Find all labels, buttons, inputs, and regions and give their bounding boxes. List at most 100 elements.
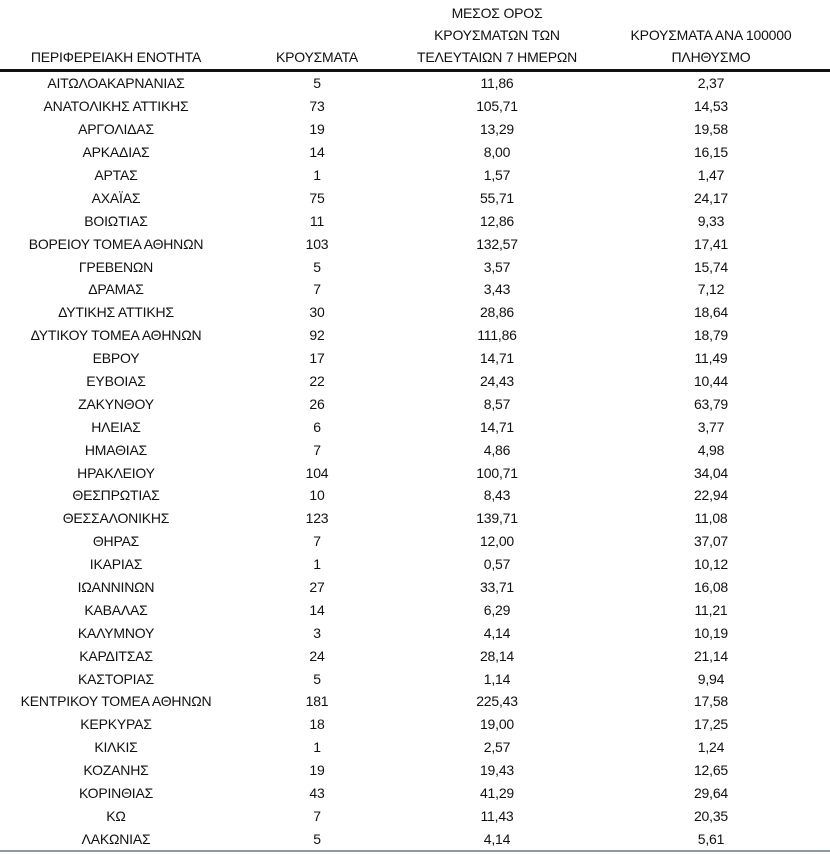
region-cell: ΙΩΑΝΝΙΝΩΝ bbox=[77, 579, 155, 596]
per100k-cell: 9,94 bbox=[697, 670, 725, 687]
region-cell: ΑΡΤΑΣ bbox=[94, 167, 138, 183]
per100k-cell: 21,14 bbox=[693, 647, 729, 664]
avg7-cell: 2,57 bbox=[483, 739, 511, 756]
region-cell: ΕΒΡΟΥ bbox=[92, 350, 140, 367]
avg7-cell: 132,57 bbox=[476, 235, 518, 252]
avg7-cell: 12,00 bbox=[479, 533, 515, 550]
per100k-cell: 17,41 bbox=[693, 235, 729, 252]
avg7-cell: 139,71 bbox=[476, 510, 518, 527]
region-cell: ΛΑΚΩΝΙΑΣ bbox=[0, 827, 232, 853]
avg7-cell: 28,14 bbox=[479, 647, 515, 664]
per100k-cell: 22,94 bbox=[693, 487, 729, 504]
column-header-avg7-line1: ΜΕΣΟΣ ΟΡΟΣ bbox=[451, 5, 543, 21]
cases-cell: 5 bbox=[232, 827, 402, 853]
cases-cell: 19 bbox=[309, 762, 325, 779]
column-header-region-label: ΠΕΡΙΦΕΡΕΙΑΚΗ ΕΝΟΤΗΤΑ bbox=[30, 49, 202, 65]
per100k-cell: 37,07 bbox=[693, 533, 729, 550]
per100k-cell: 1,24 bbox=[697, 739, 725, 756]
column-header-cases: ΚΡΟΥΣΜΑΤΑ bbox=[232, 0, 402, 72]
cases-cell: 43 bbox=[309, 785, 325, 802]
region-cell: ΑΙΤΩΛΟΑΚΑΡΝΑΝΙΑΣ bbox=[47, 75, 185, 92]
table-row: ΚΙΛΚΙΣ 1 2,57 1,24 bbox=[0, 736, 830, 759]
avg7-cell: 12,86 bbox=[479, 212, 515, 229]
cases-cell: 5 bbox=[313, 670, 321, 687]
table-row: ΕΥΒΟΙΑΣ 22 24,43 10,44 bbox=[0, 370, 830, 393]
table-row: ΛΑΚΩΝΙΑΣ 5 4,14 5,61 bbox=[0, 827, 830, 853]
table-body: ΑΙΤΩΛΟΑΚΑΡΝΑΝΙΑΣ 5 11,86 2,37 ΑΝΑΤΟΛΙΚΗΣ ΑΤΤ… bbox=[0, 71, 830, 853]
avg7-cell: 3,57 bbox=[483, 258, 511, 275]
per100k-cell: 10,44 bbox=[693, 373, 729, 390]
column-header-per100k-line2: ΠΛΗΘΥΣΜΟ bbox=[671, 49, 751, 65]
table-row: ΙΚΑΡΙΑΣ 1 0,57 10,12 bbox=[0, 553, 830, 576]
column-header-region: ΠΕΡΙΦΕΡΕΙΑΚΗ ΕΝΟΤΗΤΑ bbox=[0, 0, 232, 72]
column-header-per100k: ΚΡΟΥΣΜΑΤΑ ΑΝΑ 100000 ΠΛΗΘΥΣΜΟ bbox=[592, 0, 830, 72]
cases-cell: 1 bbox=[313, 739, 321, 756]
avg7-cell: 19,00 bbox=[479, 716, 515, 733]
region-cell: ΚΑΛΥΜΝΟΥ bbox=[77, 624, 155, 641]
region-cell: ΑΡΓΟΛΙΔΑΣ bbox=[78, 121, 154, 138]
table-row: ΚΟΖΑΝΗΣ 19 19,43 12,65 bbox=[0, 759, 830, 782]
table-row: ΔΡΑΜΑΣ 7 3,43 7,12 bbox=[0, 278, 830, 301]
table-row: ΚΩ 7 11,43 20,35 bbox=[0, 805, 830, 828]
avg7-cell: 33,71 bbox=[479, 579, 515, 596]
avg7-cell: 14,71 bbox=[479, 418, 515, 435]
table-row: ΗΜΑΘΙΑΣ 7 4,86 4,98 bbox=[0, 438, 830, 461]
region-cell: ΓΡΕΒΕΝΩΝ bbox=[78, 258, 154, 275]
table-row: ΕΒΡΟΥ 17 14,71 11,49 bbox=[0, 347, 830, 370]
per100k-cell: 16,08 bbox=[693, 579, 729, 596]
cases-cell: 3 bbox=[313, 624, 321, 641]
region-cell: ΑΝΑΤΟΛΙΚΗΣ ΑΤΤΙΚΗΣ bbox=[43, 98, 189, 115]
region-cell: ΗΜΑΘΙΑΣ bbox=[84, 441, 148, 458]
avg7-cell: 28,86 bbox=[479, 304, 515, 321]
table-row: ΚΑΣΤΟΡΙΑΣ 5 1,14 9,94 bbox=[0, 667, 830, 690]
cases-cell: 75 bbox=[309, 189, 325, 206]
region-cell: ΚΑΒΑΛΑΣ bbox=[84, 601, 148, 618]
region-cell: ΚΑΡΔΙΤΣΑΣ bbox=[79, 647, 153, 664]
avg7-cell: 19,43 bbox=[479, 762, 515, 779]
cases-cell: 5 bbox=[313, 75, 321, 92]
avg7-cell: 8,43 bbox=[483, 487, 511, 504]
per100k-cell: 12,65 bbox=[693, 762, 729, 779]
per100k-cell: 18,79 bbox=[693, 327, 729, 344]
avg7-cell: 1,57 bbox=[483, 167, 511, 183]
table-row: ΑΡΤΑΣ 1 1,57 1,47 bbox=[0, 164, 830, 187]
region-cell: ΒΟΡΕΙΟΥ ΤΟΜΕΑ ΑΘΗΝΩΝ bbox=[28, 235, 204, 252]
table-row: ΚΟΡΙΝΘΙΑΣ 43 41,29 29,64 bbox=[0, 782, 830, 805]
region-cell: ΗΛΕΙΑΣ bbox=[91, 418, 141, 435]
avg7-cell: 8,57 bbox=[483, 395, 511, 412]
avg7-cell: 225,43 bbox=[476, 693, 518, 710]
region-cell: ΘΗΡΑΣ bbox=[92, 533, 140, 550]
avg7-cell: 4,14 bbox=[483, 624, 511, 641]
table-row: ΑΧΑΪΑΣ 75 55,71 24,17 bbox=[0, 186, 830, 209]
cases-cell: 123 bbox=[305, 510, 329, 527]
table-row: ΔΥΤΙΚΟΥ ΤΟΜΕΑ ΑΘΗΝΩΝ 92 111,86 18,79 bbox=[0, 324, 830, 347]
cases-cell: 103 bbox=[305, 235, 329, 252]
per100k-cell: 34,04 bbox=[693, 464, 729, 481]
region-cell: ΘΕΣΣΑΛΟΝΙΚΗΣ bbox=[62, 510, 170, 527]
region-cell: ΚΟΖΑΝΗΣ bbox=[83, 762, 149, 779]
table-row: ΙΩΑΝΝΙΝΩΝ 27 33,71 16,08 bbox=[0, 576, 830, 599]
avg7-cell: 41,29 bbox=[479, 785, 515, 802]
table-row: ΒΟΡΕΙΟΥ ΤΟΜΕΑ ΑΘΗΝΩΝ 103 132,57 17,41 bbox=[0, 232, 830, 255]
cases-cell: 7 bbox=[313, 441, 321, 458]
cases-cell: 17 bbox=[309, 350, 325, 367]
per100k-cell: 24,17 bbox=[693, 189, 729, 206]
region-cell: ΗΡΑΚΛΕΙΟΥ bbox=[77, 464, 155, 481]
table-row: ΚΑΛΥΜΝΟΥ 3 4,14 10,19 bbox=[0, 621, 830, 644]
table-row: ΑΝΑΤΟΛΙΚΗΣ ΑΤΤΙΚΗΣ 73 105,71 14,53 bbox=[0, 95, 830, 118]
cases-cell: 7 bbox=[313, 533, 321, 550]
avg7-cell: 14,71 bbox=[479, 350, 515, 367]
per100k-cell: 14,53 bbox=[693, 98, 729, 115]
avg7-cell: 55,71 bbox=[479, 189, 515, 206]
per100k-cell: 18,64 bbox=[693, 304, 729, 321]
per100k-cell: 5,61 bbox=[592, 827, 830, 853]
header-row: ΠΕΡΙΦΕΡΕΙΑΚΗ ΕΝΟΤΗΤΑ ΚΡΟΥΣΜΑΤΑ ΜΕΣΟΣ ΟΡΟ… bbox=[0, 0, 830, 72]
region-cell: ΔΡΑΜΑΣ bbox=[88, 281, 144, 298]
avg7-cell: 100,71 bbox=[476, 464, 518, 481]
cases-cell: 6 bbox=[313, 418, 321, 435]
table-row: ΑΙΤΩΛΟΑΚΑΡΝΑΝΙΑΣ 5 11,86 2,37 bbox=[0, 71, 830, 95]
column-header-per100k-line1: ΚΡΟΥΣΜΑΤΑ ΑΝΑ 100000 bbox=[630, 27, 792, 43]
region-cell: ΚΙΛΚΙΣ bbox=[94, 739, 138, 756]
avg7-cell: 0,57 bbox=[483, 556, 511, 573]
table-row: ΒΟΙΩΤΙΑΣ 11 12,86 9,33 bbox=[0, 209, 830, 232]
